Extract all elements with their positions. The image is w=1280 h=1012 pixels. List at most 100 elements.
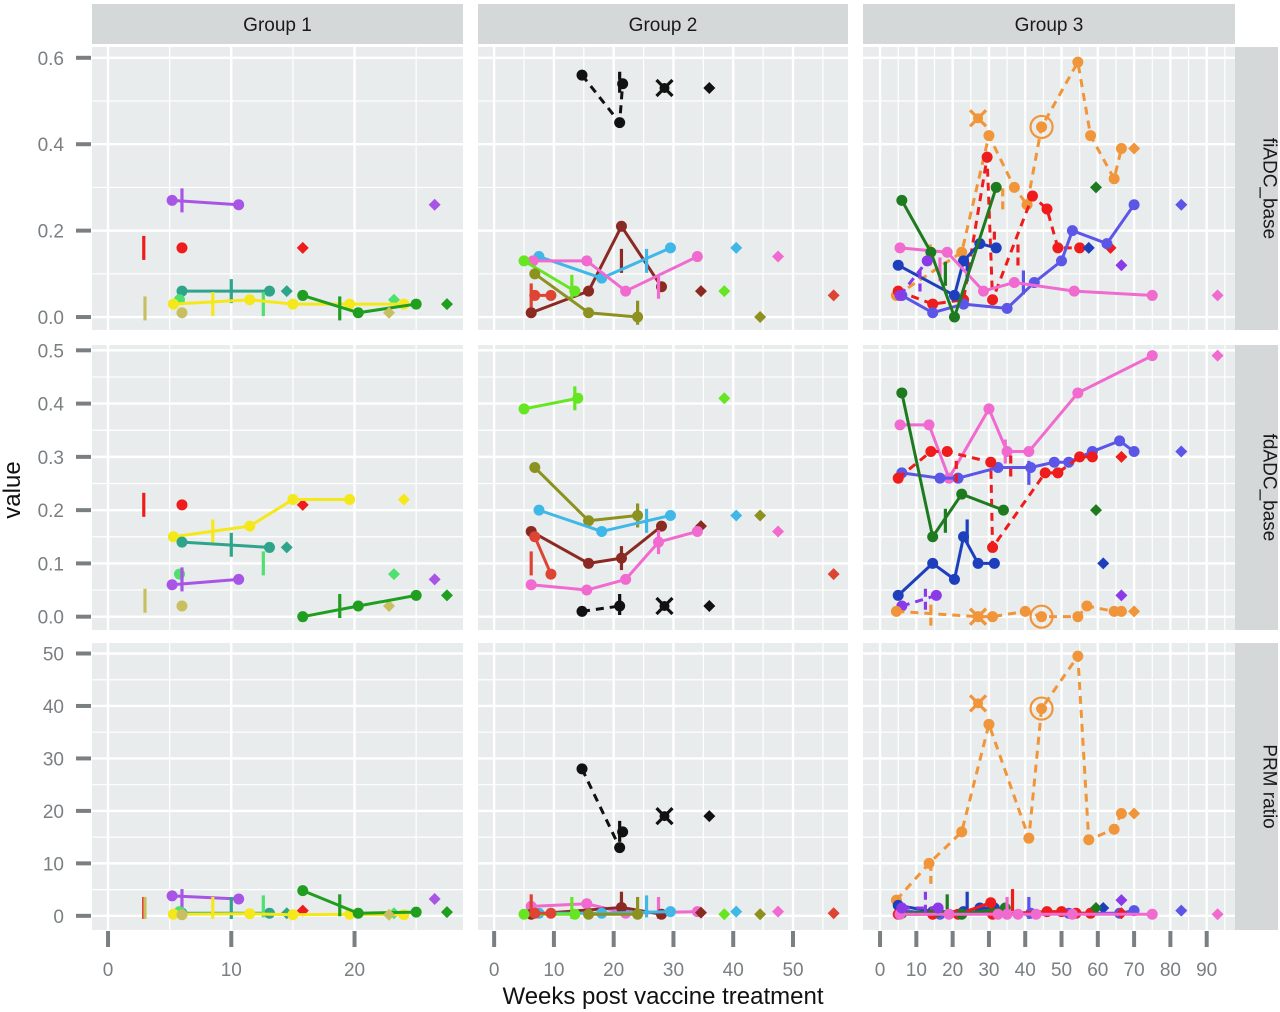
data-point <box>1085 130 1097 142</box>
ring-marker <box>1029 114 1054 140</box>
data-point <box>1023 446 1035 458</box>
panel-background <box>863 643 1235 930</box>
x-mark <box>655 596 674 616</box>
x-tick-label: 20 <box>603 960 624 981</box>
data-point <box>518 403 530 415</box>
data-point <box>583 307 595 319</box>
data-point <box>894 419 906 431</box>
data-point <box>529 462 541 474</box>
series <box>176 532 293 557</box>
data-point <box>1128 446 1140 458</box>
end-diamond <box>440 906 453 919</box>
series-line <box>181 540 270 549</box>
data-point <box>948 311 960 323</box>
data-point <box>352 600 364 612</box>
panel-group-3-fdadc-base <box>863 345 1235 630</box>
data-point <box>287 909 299 921</box>
series <box>894 255 1128 301</box>
series <box>529 283 840 308</box>
data-point <box>927 298 939 310</box>
strip-label-fiadc-base: fiADC_base <box>1259 138 1280 239</box>
end-diamond <box>772 250 785 263</box>
x-tick-label: 20 <box>942 960 963 981</box>
series <box>583 896 767 921</box>
data-point <box>987 611 999 623</box>
series-group-group-1-prm-ratio <box>142 885 453 921</box>
data-point <box>576 605 588 617</box>
data-point <box>691 525 703 537</box>
series <box>533 504 743 537</box>
y-tick-label: 0.5 <box>38 341 64 362</box>
data-point <box>1036 121 1048 133</box>
panels-layer <box>92 47 1235 930</box>
data-point <box>985 456 997 468</box>
end-diamond <box>383 908 396 921</box>
end-diamond <box>383 600 396 613</box>
panel-group-1-prm-ratio <box>92 643 463 930</box>
data-point <box>656 520 668 532</box>
strip-label-group-2: Group 2 <box>629 15 698 36</box>
y-tick-label: 10 <box>43 854 64 875</box>
series <box>518 386 731 415</box>
data-point <box>518 255 530 267</box>
data-point <box>1074 451 1086 463</box>
series <box>176 279 293 304</box>
data-point <box>581 898 593 910</box>
data-point <box>664 509 676 521</box>
data-point <box>972 557 984 569</box>
end-diamond <box>1115 894 1128 907</box>
series <box>894 896 1224 921</box>
y-tick-label: 0.0 <box>38 608 64 629</box>
end-diamond <box>397 493 410 506</box>
series-group-group-1-fiadc-base <box>142 188 453 321</box>
data-point <box>1023 832 1035 844</box>
series <box>167 292 410 317</box>
data-point <box>1074 242 1086 254</box>
series <box>142 235 309 260</box>
end-diamond <box>1211 908 1224 921</box>
data-point <box>167 531 179 543</box>
data-point <box>352 307 364 319</box>
end-diamond <box>440 298 453 311</box>
series <box>529 268 767 325</box>
series <box>892 151 1117 310</box>
data-point <box>1048 456 1060 468</box>
end-diamond <box>703 810 716 823</box>
data-point <box>925 246 937 258</box>
data-point <box>615 220 627 232</box>
panel-background <box>92 345 463 630</box>
panel-background <box>863 345 1235 630</box>
end-diamond <box>730 509 743 522</box>
x-tick-label: 40 <box>723 960 744 981</box>
series-line <box>532 255 699 293</box>
end-diamond <box>1115 589 1128 602</box>
data-point <box>981 151 993 163</box>
y-tick-label: 0.4 <box>38 395 65 416</box>
y-axis-fiadc-base: 0.0 0.2 0.4 0.6 <box>38 49 91 329</box>
data-point <box>1012 908 1024 920</box>
data-point <box>176 242 188 254</box>
end-diamond <box>718 392 731 405</box>
data-point <box>956 246 968 258</box>
end-diamond <box>280 285 293 298</box>
strip-fdadc-base: fdADC_base <box>1235 345 1280 630</box>
data-point <box>297 289 309 301</box>
strip-group-2: Group 2 <box>478 4 848 44</box>
data-point <box>233 573 245 585</box>
data-point <box>1001 302 1013 314</box>
series <box>896 435 1188 485</box>
series-line <box>900 354 1153 480</box>
data-point <box>956 826 968 838</box>
data-point <box>977 285 989 297</box>
data-point <box>176 499 188 511</box>
strip-label-group-1: Group 1 <box>243 15 312 36</box>
series <box>297 885 453 919</box>
data-point <box>614 842 626 854</box>
data-point <box>894 289 906 301</box>
x-tick-label: 10 <box>906 960 927 981</box>
data-point <box>1008 181 1020 193</box>
series-line <box>523 259 576 293</box>
data-point <box>1021 199 1033 211</box>
data-point <box>956 488 968 500</box>
axes-layer: 0.0 0.2 0.4 0.6 0.0 0.1 0.2 0.3 0.4 0.5 0 10 20 30 40 5… <box>38 49 1218 981</box>
